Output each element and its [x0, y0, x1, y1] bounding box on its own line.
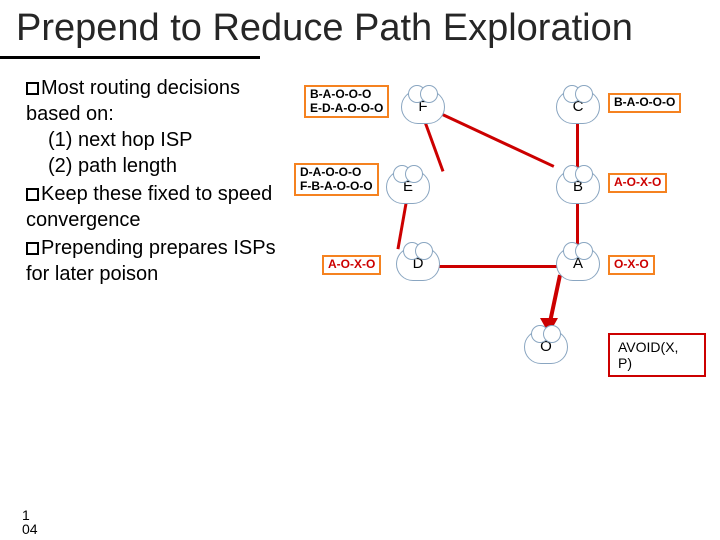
page-number: 1 04 — [22, 508, 38, 536]
node-E: E — [386, 170, 430, 204]
label-C: B-A-O-O-O — [608, 93, 681, 113]
node-F: F — [401, 90, 445, 124]
checkbox-icon — [26, 188, 39, 201]
bullet-3: Prepending prepares ISPs for later poiso… — [26, 235, 296, 287]
bullet-2: Keep these fixed to speed convergence — [26, 181, 296, 233]
bullet-1-sub1: (1) next hop ISP — [26, 127, 296, 153]
bullet-1-lead: Most — [41, 77, 84, 99]
label-D: A-O-X-O — [322, 255, 381, 275]
edge-D-A — [421, 265, 571, 268]
label-F: B-A-O-O-O E-D-A-O-O-O — [304, 85, 389, 119]
network-diagram: F C E B D A O B-A-O-O-O E-D-A-O-O-O B-A-… — [306, 75, 706, 375]
avoid-label: AVOID(X, P) — [608, 333, 706, 377]
bullet-1-sub2: (2) path length — [26, 153, 296, 179]
edge-A-O — [548, 274, 562, 324]
edge-F-B — [435, 110, 554, 168]
bullet-2-lead: Keep — [41, 183, 88, 205]
label-E: D-A-O-O-O F-B-A-O-O-O — [294, 163, 379, 197]
node-D: D — [396, 247, 440, 281]
page-title: Prepend to Reduce Path Exploration — [0, 0, 720, 52]
content-row: Most routing decisions based on: (1) nex… — [0, 75, 720, 375]
label-A: O-X-O — [608, 255, 655, 275]
title-underline — [0, 56, 260, 59]
node-B: B — [556, 170, 600, 204]
node-A: A — [556, 247, 600, 281]
checkbox-icon — [26, 242, 39, 255]
node-O: O — [524, 330, 568, 364]
bullet-list: Most routing decisions based on: (1) nex… — [26, 75, 296, 375]
checkbox-icon — [26, 82, 39, 95]
bullet-1: Most routing decisions based on: (1) nex… — [26, 75, 296, 179]
node-C: C — [556, 90, 600, 124]
bullet-3-lead: Prepending — [41, 237, 143, 259]
label-B: A-O-X-O — [608, 173, 667, 193]
